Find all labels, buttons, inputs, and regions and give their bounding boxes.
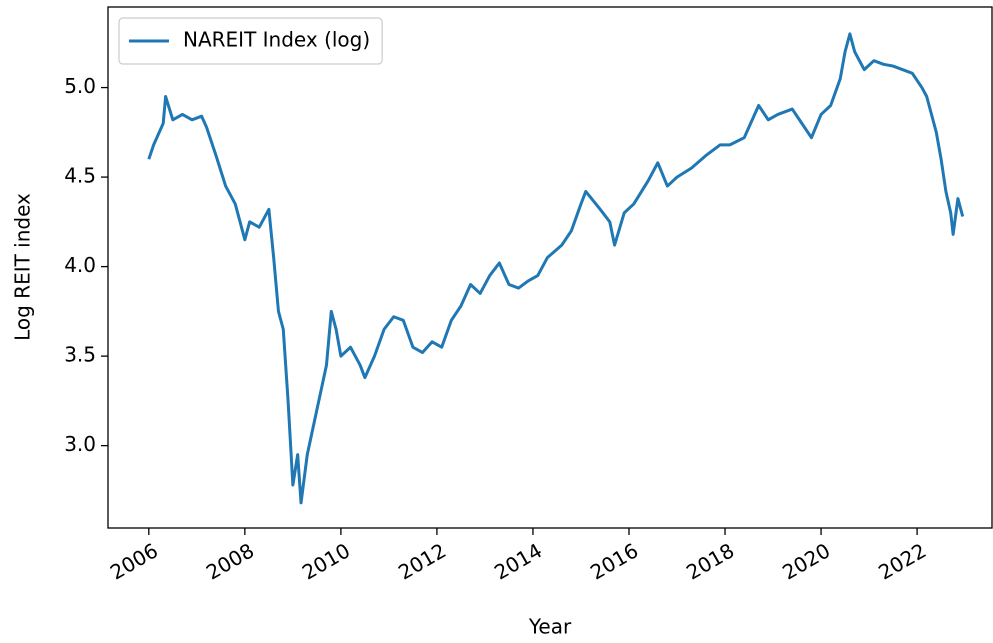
x-tick-label: 2016 <box>586 538 642 584</box>
x-tick-label: 2010 <box>298 538 354 584</box>
y-tick-label: 3.5 <box>64 343 96 367</box>
x-tick-label: 2006 <box>106 538 162 584</box>
y-tick-label: 4.5 <box>64 164 96 188</box>
y-tick-label: 4.0 <box>64 253 96 277</box>
x-tick-label: 2012 <box>394 538 450 584</box>
legend-box <box>118 17 383 65</box>
x-tick-label: 2020 <box>778 538 834 584</box>
legend-label: NAREIT Index (log) <box>183 28 370 52</box>
x-tick-label: 2008 <box>202 538 258 584</box>
x-tick-label: 2014 <box>490 538 546 584</box>
x-axis-label: Year <box>528 615 572 639</box>
data-line <box>147 32 965 505</box>
x-tick-label: 2018 <box>682 538 738 584</box>
y-tick-label: 3.0 <box>64 432 96 456</box>
y-tick-label: 5.0 <box>64 74 96 98</box>
plot-frame <box>107 6 993 529</box>
x-tick-label: 2022 <box>874 538 930 584</box>
y-axis-label: Log REIT index <box>11 193 35 341</box>
